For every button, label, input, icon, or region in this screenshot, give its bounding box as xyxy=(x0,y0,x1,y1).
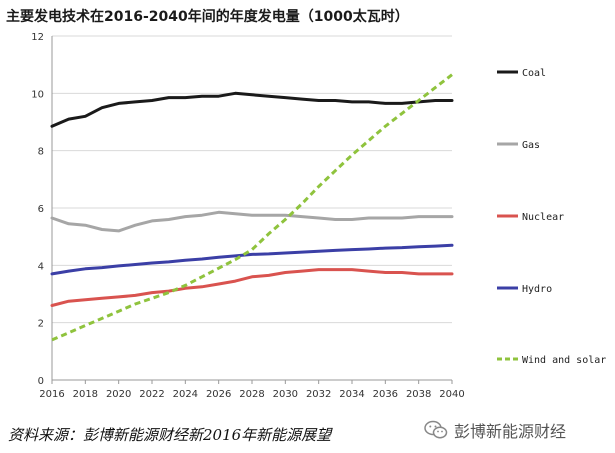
series-line-wind-and-solar xyxy=(51,73,453,342)
legend-label: Hydro xyxy=(522,284,552,295)
series-line-gas xyxy=(50,210,454,233)
y-tick-label: 4 xyxy=(38,261,44,272)
x-tick-label: 2018 xyxy=(73,389,98,400)
x-tick-label: 2038 xyxy=(406,389,431,400)
wechat-icon xyxy=(424,420,448,439)
x-tick-label: 2024 xyxy=(173,389,198,400)
x-tick-label: 2040 xyxy=(439,389,464,400)
source-note: 资料来源：彭博新能源财经新2016年新能源展望 xyxy=(8,426,332,444)
x-tick-label: 2020 xyxy=(106,389,131,400)
x-tick-label: 2028 xyxy=(239,389,264,400)
y-tick-label: 8 xyxy=(38,147,44,158)
x-tick-label: 2026 xyxy=(206,389,231,400)
y-tick-label: 6 xyxy=(38,204,44,215)
x-tick-label: 2036 xyxy=(373,389,398,400)
x-tick-label: 2032 xyxy=(306,389,331,400)
brand-name: 彭博新能源财经 xyxy=(454,422,567,441)
chart-title: 主要发电技术在2016-2040年间的年度发电量（1000太瓦时） xyxy=(6,9,409,25)
legend-label: Nuclear xyxy=(522,212,564,223)
legend-label: Coal xyxy=(522,68,546,79)
legend-label: Gas xyxy=(522,140,540,151)
y-tick-label: 10 xyxy=(31,89,44,100)
series-line-hydro xyxy=(50,243,454,276)
y-tick-label: 2 xyxy=(38,319,44,330)
series-line-nuclear xyxy=(50,268,454,307)
x-tick-label: 2022 xyxy=(139,389,164,400)
x-tick-label: 2030 xyxy=(273,389,298,400)
x-tick-label: 2034 xyxy=(339,389,364,400)
brand-watermark: 彭博新能源财经 xyxy=(424,418,566,442)
series-line-coal xyxy=(50,91,454,128)
x-tick-label: 2016 xyxy=(39,389,64,400)
y-tick-label: 0 xyxy=(38,376,44,387)
legend-label: Wind and solar xyxy=(522,355,606,366)
y-tick-label: 12 xyxy=(31,32,44,43)
